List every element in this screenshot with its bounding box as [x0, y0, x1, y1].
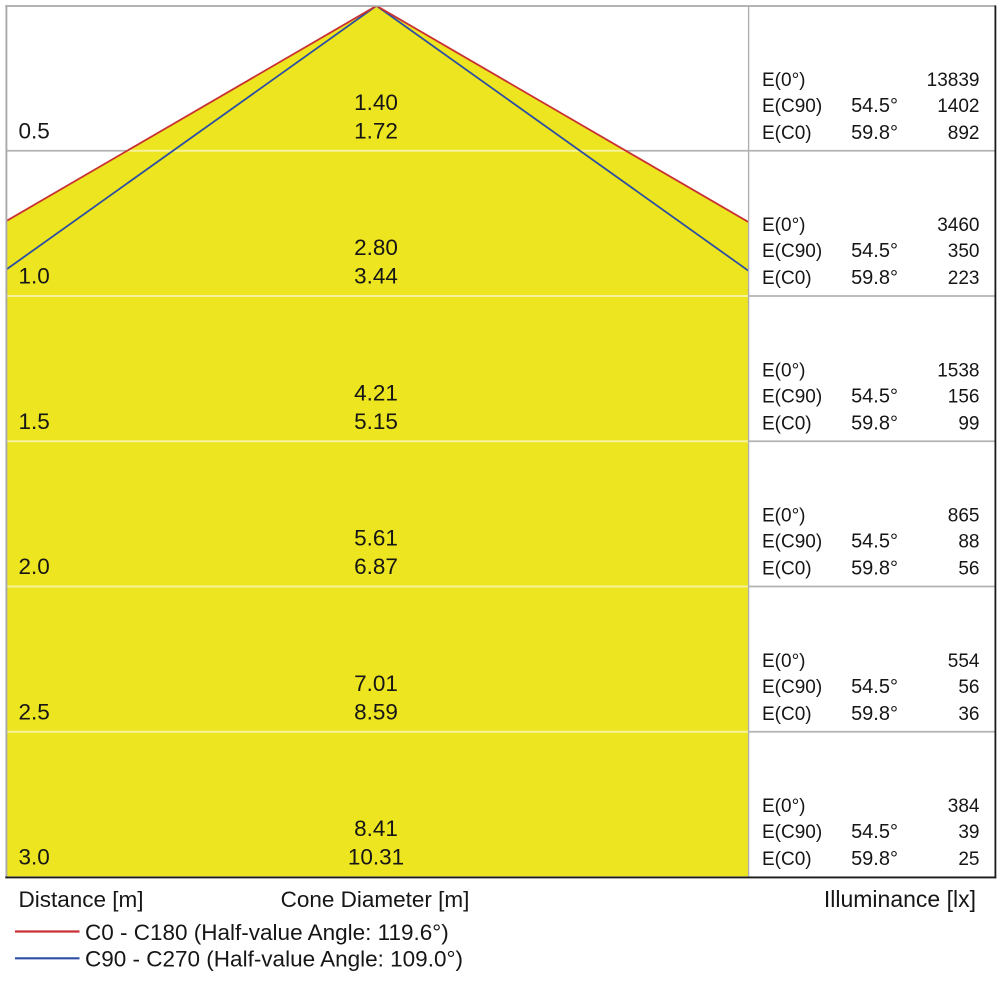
svg-text:E(0°): E(0°) [762, 506, 806, 527]
svg-text:384: 384 [948, 796, 980, 817]
svg-text:223: 223 [948, 268, 980, 289]
svg-text:59.8°: 59.8° [851, 848, 898, 870]
svg-text:99: 99 [958, 413, 979, 434]
svg-text:E(C0): E(C0) [762, 268, 812, 289]
svg-text:865: 865 [948, 506, 980, 527]
svg-text:E(0°): E(0°) [762, 360, 806, 381]
svg-text:E(C0): E(C0) [762, 123, 812, 144]
svg-text:8.59: 8.59 [354, 699, 398, 724]
svg-text:E(C0): E(C0) [762, 559, 812, 580]
svg-text:5.61: 5.61 [354, 526, 398, 551]
svg-text:54.5°: 54.5° [851, 531, 898, 553]
svg-text:Distance [m]: Distance [m] [19, 887, 144, 912]
svg-text:1.40: 1.40 [354, 90, 398, 115]
svg-text:4.21: 4.21 [354, 380, 398, 405]
svg-text:1.5: 1.5 [19, 409, 50, 434]
svg-text:25: 25 [958, 849, 979, 870]
svg-text:1.72: 1.72 [354, 118, 398, 143]
svg-text:E(C90): E(C90) [762, 386, 822, 407]
svg-text:36: 36 [958, 704, 979, 725]
svg-text:892: 892 [948, 123, 980, 144]
svg-text:3.0: 3.0 [19, 845, 50, 870]
svg-text:3.44: 3.44 [354, 264, 398, 289]
svg-text:6.87: 6.87 [354, 554, 398, 579]
svg-text:2.5: 2.5 [19, 699, 50, 724]
svg-text:13839: 13839 [927, 70, 980, 91]
svg-text:E(C0): E(C0) [762, 704, 812, 725]
svg-text:56: 56 [958, 677, 979, 698]
svg-text:E(C90): E(C90) [762, 241, 822, 262]
svg-text:2.0: 2.0 [19, 554, 50, 579]
svg-text:59.8°: 59.8° [851, 122, 898, 144]
svg-text:E(C90): E(C90) [762, 96, 822, 117]
svg-text:E(0°): E(0°) [762, 651, 806, 672]
svg-text:8.41: 8.41 [354, 816, 398, 841]
svg-text:2.80: 2.80 [354, 235, 398, 260]
svg-text:Cone Diameter [m]: Cone Diameter [m] [281, 887, 470, 912]
svg-text:E(C90): E(C90) [762, 822, 822, 843]
svg-text:59.8°: 59.8° [851, 412, 898, 434]
svg-text:54.5°: 54.5° [851, 821, 898, 843]
svg-text:Illuminance [lx]: Illuminance [lx] [824, 886, 976, 912]
svg-text:59.8°: 59.8° [851, 558, 898, 580]
svg-text:59.8°: 59.8° [851, 267, 898, 289]
svg-text:E(C90): E(C90) [762, 532, 822, 553]
svg-text:C90 - C270 (Half-value Angle:: C90 - C270 (Half-value Angle: 109.0°) [85, 946, 463, 971]
svg-text:54.5°: 54.5° [851, 385, 898, 407]
svg-text:59.8°: 59.8° [851, 703, 898, 725]
svg-text:39: 39 [958, 822, 979, 843]
svg-text:1538: 1538 [937, 360, 979, 381]
svg-text:E(C0): E(C0) [762, 413, 812, 434]
svg-text:E(0°): E(0°) [762, 796, 806, 817]
svg-text:54.5°: 54.5° [851, 240, 898, 262]
svg-text:E(C90): E(C90) [762, 677, 822, 698]
svg-text:54.5°: 54.5° [851, 676, 898, 698]
svg-text:1402: 1402 [937, 96, 979, 117]
svg-text:54.5°: 54.5° [851, 95, 898, 117]
svg-text:88: 88 [958, 532, 979, 553]
svg-text:0.5: 0.5 [19, 118, 50, 143]
svg-text:E(C0): E(C0) [762, 849, 812, 870]
svg-text:7.01: 7.01 [354, 671, 398, 696]
svg-text:3460: 3460 [937, 215, 979, 236]
svg-text:156: 156 [948, 386, 980, 407]
svg-text:E(0°): E(0°) [762, 215, 806, 236]
svg-text:554: 554 [948, 651, 980, 672]
svg-text:10.31: 10.31 [348, 845, 404, 870]
svg-text:1.0: 1.0 [19, 264, 50, 289]
svg-text:C0 - C180 (Half-value Angle: 1: C0 - C180 (Half-value Angle: 119.6°) [85, 920, 449, 945]
svg-text:56: 56 [958, 559, 979, 580]
svg-text:E(0°): E(0°) [762, 70, 806, 91]
svg-text:5.15: 5.15 [354, 409, 398, 434]
svg-text:350: 350 [948, 241, 980, 262]
